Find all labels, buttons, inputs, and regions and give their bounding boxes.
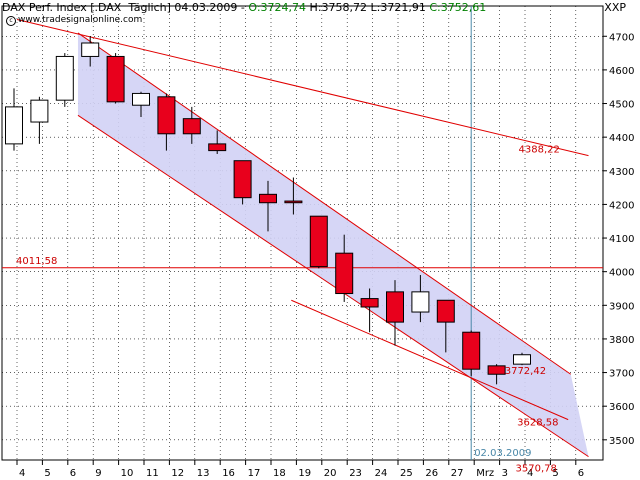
y-tick-label: 4300: [609, 167, 634, 178]
high-value: H:3758,72: [309, 1, 368, 14]
candle-down: [259, 193, 277, 204]
x-tick-label: 10: [121, 468, 134, 479]
y-tick-label: 3700: [609, 369, 634, 380]
copyright-icon: c: [6, 16, 16, 26]
x-tick-label: 16: [222, 468, 235, 479]
source-url: www.tradesignalonline.com: [18, 15, 143, 25]
close-value: C:3752,61: [429, 1, 487, 14]
date-marker-label: 02.03.2009: [474, 448, 531, 459]
x-tick-label: 6: [578, 468, 584, 479]
candle-up: [5, 106, 23, 145]
x-tick-label: 18: [273, 468, 286, 479]
long-trendline-label: 4388,22: [519, 145, 560, 156]
channel-lower-line: [77, 114, 589, 458]
y-tick-label: 4400: [609, 133, 634, 144]
candle-down: [309, 215, 328, 268]
candle-down: [106, 55, 125, 103]
x-tick-label: 11: [146, 468, 159, 479]
x-tick-label: 27: [451, 468, 464, 479]
symbol-corner-label: XXP: [604, 1, 626, 14]
x-tick-label: 5: [552, 468, 558, 479]
y-tick-label: 4500: [609, 100, 634, 111]
y-tick-label: 3800: [609, 335, 634, 346]
candle-up: [132, 92, 150, 106]
low-value: L:3721,91: [370, 1, 426, 14]
channel-upper-line: [77, 32, 572, 375]
candle-down: [182, 118, 201, 135]
x-tick-label: 23: [349, 468, 362, 479]
y-tick-label: 3500: [609, 436, 634, 447]
x-tick-label: Mrz: [476, 468, 494, 479]
y-tick-label: 4100: [609, 234, 634, 245]
open-value: O:3724,74: [248, 1, 307, 14]
candle-up: [411, 291, 430, 313]
candle-down: [462, 331, 481, 370]
header-date: 04.03.2009: [174, 1, 238, 14]
candle-up: [55, 55, 74, 101]
x-tick-label: 24: [375, 468, 388, 479]
x-tick-label: 5: [44, 468, 50, 479]
x-tick-label: 6: [70, 468, 76, 479]
horizontal-level-label: 4011,58: [16, 256, 57, 267]
chart-header: DAX Perf. Index [.DAX Täglich] 04.03.200…: [2, 1, 487, 14]
x-tick-label: 19: [298, 468, 311, 479]
y-tick-label: 4700: [609, 32, 634, 43]
x-tick-label: 20: [324, 468, 337, 479]
x-tick-label: 13: [197, 468, 210, 479]
instrument-name: DAX Perf. Index [.DAX Täglich]: [2, 1, 171, 14]
candle-down: [436, 299, 455, 323]
x-tick-label: 9: [95, 468, 101, 479]
candle-down: [233, 160, 252, 199]
candle-down: [487, 365, 506, 375]
x-tick-label: 3: [502, 468, 508, 479]
candle-down: [284, 200, 303, 204]
y-tick-label: 3600: [609, 402, 634, 413]
x-tick-label: 25: [400, 468, 413, 479]
candle-up: [30, 99, 49, 123]
support-trendline: [291, 299, 569, 421]
candle-down: [360, 298, 379, 308]
support-trendline-label: 3628,58: [517, 418, 558, 429]
trend-channel-fill: [77, 32, 589, 457]
candle-down: [386, 291, 404, 323]
candle-down: [157, 96, 176, 135]
source-credit: c www.tradesignalonline.com: [6, 15, 142, 26]
y-tick-label: 4200: [609, 200, 634, 211]
channel-upper-line-label: 3772,42: [505, 366, 546, 377]
candle-down: [335, 252, 354, 295]
candle-up: [81, 42, 100, 57]
candle-up: [513, 354, 531, 365]
x-tick-label: 17: [248, 468, 261, 479]
y-tick-label: 4000: [609, 268, 634, 279]
channel-lower-line-label: 3570,78: [516, 464, 557, 475]
x-tick-label: 4: [19, 468, 25, 479]
long-trendline: [16, 18, 589, 157]
y-tick-label: 4600: [609, 66, 634, 77]
x-tick-label: 12: [171, 468, 184, 479]
candle-down: [208, 143, 227, 152]
x-tick-label: 4: [527, 468, 533, 479]
x-tick-label: 26: [425, 468, 438, 479]
y-tick-label: 3900: [609, 301, 634, 312]
